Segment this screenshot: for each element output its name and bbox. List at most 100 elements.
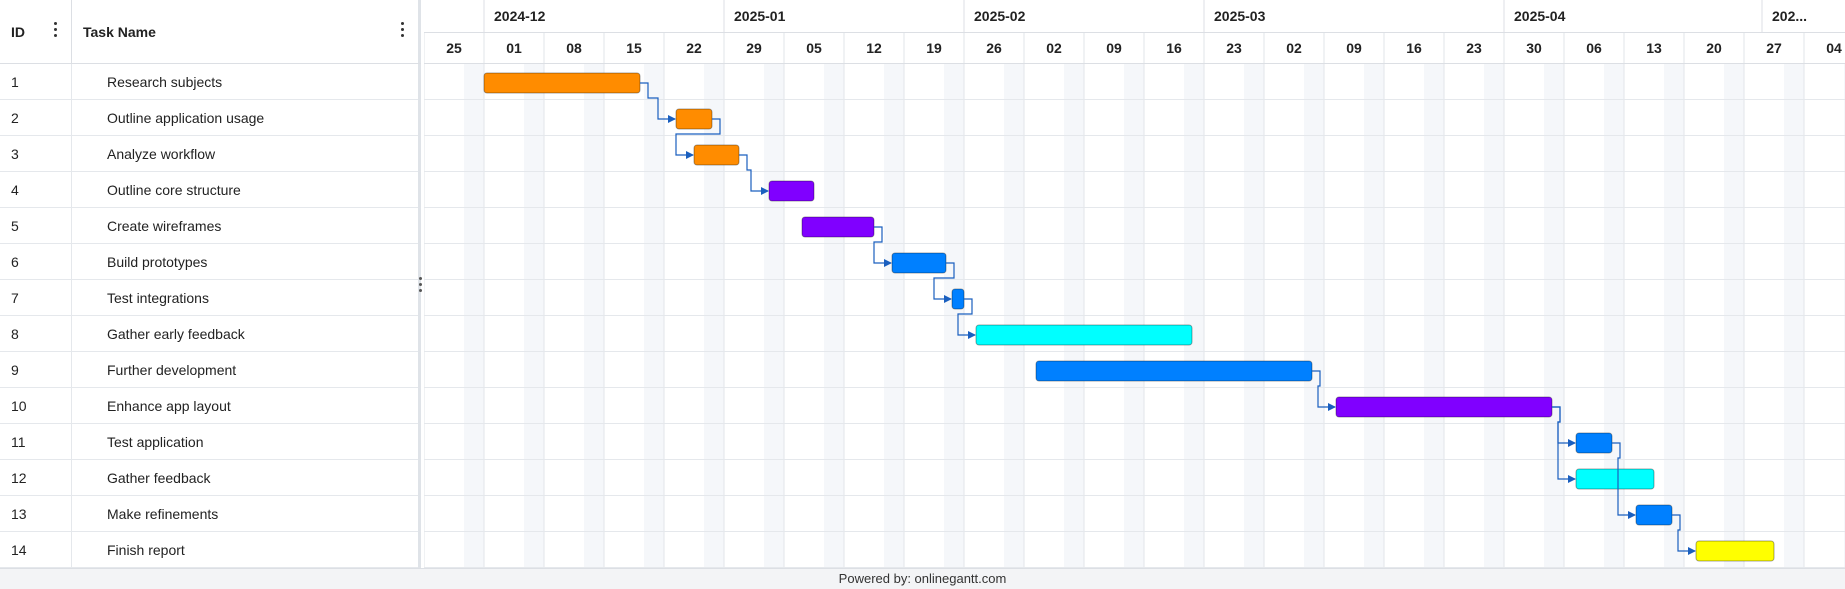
week-tick-label: 23 (1226, 40, 1242, 56)
column-divider (71, 316, 72, 352)
dependency-arrow (739, 154, 769, 195)
month-label: 202... (1772, 8, 1807, 24)
dependency-arrow (873, 226, 892, 267)
week-tick-label: 19 (926, 40, 942, 56)
task-bar (975, 324, 1193, 346)
column-divider (71, 244, 72, 280)
column-divider (71, 496, 72, 532)
task-bar (1575, 468, 1655, 490)
task-id: 5 (11, 218, 19, 234)
column-divider (71, 100, 72, 136)
column-divider (71, 208, 72, 244)
week-tick-label: 16 (1166, 40, 1182, 56)
column-divider (71, 388, 72, 424)
task-grid: ID Task Name 1 Research subjects 2 Outline … (0, 0, 421, 568)
week-tick-label: 23 (1466, 40, 1482, 56)
grid-header: ID Task Name (0, 0, 421, 64)
month-label: 2025-02 (974, 8, 1026, 24)
table-row[interactable]: 10 Enhance app layout (0, 388, 418, 424)
table-row[interactable]: 7 Test integrations (0, 280, 418, 316)
table-row[interactable]: 9 Further development (0, 352, 418, 388)
task-id: 14 (11, 542, 27, 558)
dependency-arrow (640, 82, 676, 123)
week-tick-label: 09 (1106, 40, 1122, 56)
task-id: 8 (11, 326, 19, 342)
panel-splitter-handle-icon[interactable] (419, 277, 423, 293)
task-name: Test integrations (107, 290, 209, 306)
task-name: Outline application usage (107, 110, 265, 126)
powered-by-text: Powered by: onlinegantt.com (838, 571, 1007, 586)
column-divider (71, 280, 72, 316)
column-divider (71, 64, 72, 100)
table-row[interactable]: 13 Make refinements (0, 496, 418, 532)
column-divider (71, 460, 72, 496)
month-label: 2025-03 (1214, 8, 1266, 24)
dependency-arrow (933, 262, 955, 303)
name-column-menu-icon[interactable] (400, 22, 404, 40)
week-tick-label: 05 (806, 40, 822, 56)
table-row[interactable]: 6 Build prototypes (0, 244, 418, 280)
week-tick-label: 30 (1526, 40, 1542, 56)
task-id: 4 (11, 182, 19, 198)
task-name: Gather feedback (107, 470, 211, 486)
dependency-arrow (1312, 370, 1336, 411)
task-name: Build prototypes (107, 254, 208, 270)
task-name: Create wireframes (107, 218, 222, 234)
dependency-arrow (1552, 406, 1576, 483)
table-row[interactable]: 2 Outline application usage (0, 100, 418, 136)
column-divider (71, 424, 72, 460)
task-id: 12 (11, 470, 27, 486)
table-row[interactable]: 5 Create wireframes (0, 208, 418, 244)
table-row[interactable]: 8 Gather early feedback (0, 316, 418, 352)
column-divider (71, 352, 72, 388)
column-divider (71, 532, 72, 568)
name-column-header[interactable]: Task Name (72, 0, 418, 63)
week-tick-label: 06 (1586, 40, 1602, 56)
task-bar (891, 252, 947, 274)
week-tick-label: 04 (1826, 40, 1842, 56)
task-bar (675, 108, 713, 130)
task-id: 6 (11, 254, 19, 270)
task-id: 9 (11, 362, 19, 378)
task-id: 1 (11, 74, 19, 90)
table-row[interactable]: 11 Test application (0, 424, 418, 460)
task-name: Make refinements (107, 506, 219, 522)
week-tick-label: 22 (686, 40, 702, 56)
task-id: 3 (11, 146, 19, 162)
week-tick-label: 20 (1706, 40, 1722, 56)
week-tick-label: 12 (866, 40, 882, 56)
table-row[interactable]: 14 Finish report (0, 532, 418, 568)
task-id: 11 (11, 434, 26, 450)
name-column-title: Task Name (83, 23, 156, 40)
task-bar (1335, 396, 1553, 418)
table-row[interactable]: 1 Research subjects (0, 64, 418, 100)
task-bar (951, 288, 965, 310)
dependency-arrow (1672, 514, 1696, 555)
task-bar (768, 180, 815, 202)
week-tick-label: 13 (1646, 40, 1662, 56)
dependency-arrow (957, 298, 976, 339)
gantt-chart-svg: 2024-12 2025-01 2025-02 2025-03 2025-04 202..… (424, 0, 1845, 568)
dependency-arrow (1612, 442, 1636, 519)
table-row[interactable]: 4 Outline core structure (0, 172, 418, 208)
table-row[interactable]: 3 Analyze workflow (0, 136, 418, 172)
task-id: 2 (11, 110, 19, 126)
week-tick-label: 01 (506, 40, 522, 56)
column-divider (71, 136, 72, 172)
task-bar (801, 216, 875, 238)
gantt-chart: 2024-12 2025-01 2025-02 2025-03 2025-04 202..… (424, 0, 1845, 568)
task-name: Outline core structure (107, 182, 241, 198)
week-tick-label: 15 (626, 40, 642, 56)
id-column-title: ID (11, 23, 25, 40)
task-name: Enhance app layout (107, 398, 231, 414)
task-bar (1575, 432, 1613, 454)
week-tick-label: 09 (1346, 40, 1362, 56)
id-column-menu-icon[interactable] (53, 22, 57, 40)
footer: Powered by: onlinegantt.com (0, 568, 1845, 589)
month-label: 2025-01 (734, 8, 786, 24)
task-id: 7 (11, 290, 19, 306)
id-column-header[interactable]: ID (0, 0, 72, 63)
table-row[interactable]: 12 Gather feedback (0, 460, 418, 496)
task-name: Finish report (107, 542, 185, 558)
task-name: Research subjects (107, 74, 223, 90)
